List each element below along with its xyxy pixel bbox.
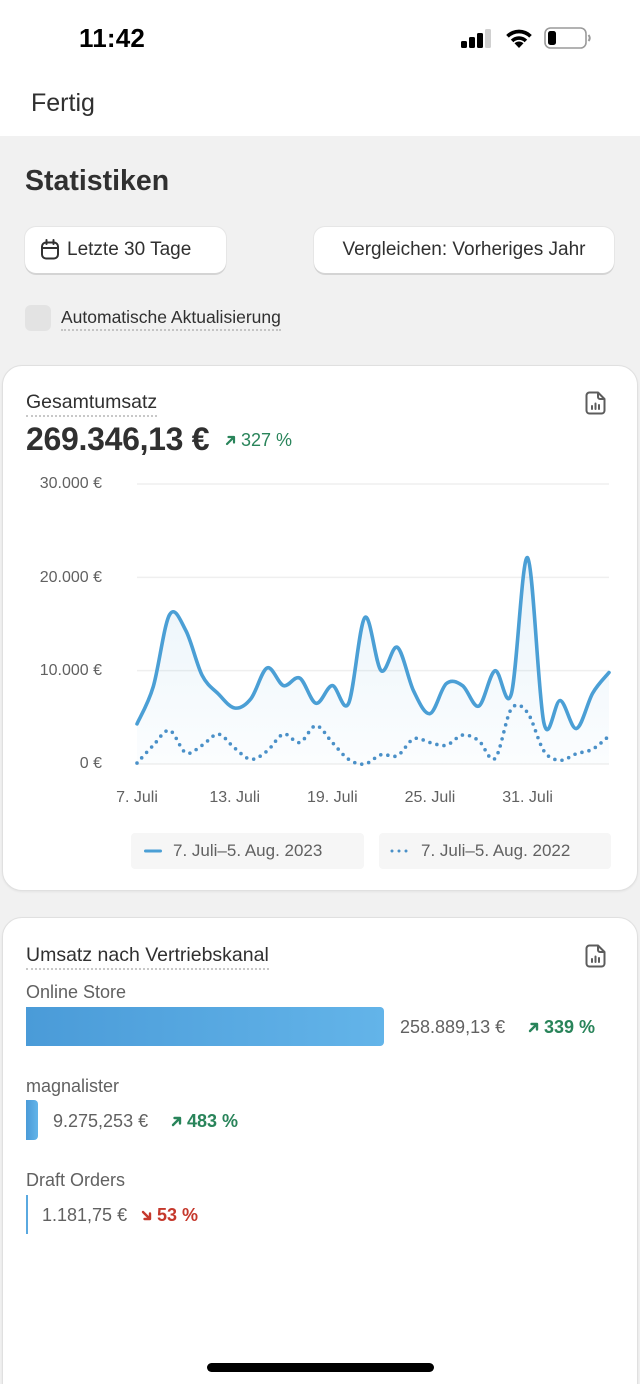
- legend-item-2022[interactable]: 7. Juli–5. Aug. 2022: [379, 833, 611, 869]
- report-icon[interactable]: [585, 944, 607, 968]
- channel-change: 53 %: [141, 1204, 198, 1226]
- x-tick-label: 25. Juli: [404, 789, 456, 806]
- compare-button[interactable]: Vergleichen: Vorheriges Jahr: [314, 227, 614, 273]
- solid-line-legend-icon: [144, 849, 162, 853]
- legend-label: 7. Juli–5. Aug. 2023: [173, 841, 323, 860]
- page-title: Statistiken: [25, 165, 170, 197]
- y-tick-label: 20.000 €: [39, 569, 102, 586]
- x-tick-label: 19. Juli: [306, 789, 358, 806]
- auto-refresh-checkbox[interactable]: [25, 305, 51, 331]
- auto-refresh-label[interactable]: Automatische Aktualisierung: [61, 306, 281, 331]
- total-sales-change-value: 327 %: [241, 430, 293, 450]
- done-button[interactable]: Fertig: [31, 89, 95, 117]
- channel-value: 9.275,253 €: [53, 1111, 149, 1131]
- channel-change: 483 %: [171, 1110, 238, 1132]
- x-tick-label: 31. Juli: [502, 789, 553, 806]
- date-range-label: Letzte 30 Tage: [67, 239, 192, 260]
- channel-value: 258.889,13 €: [400, 1017, 506, 1037]
- sales-line-chart[interactable]: [135, 483, 611, 766]
- total-sales-card: Gesamtumsatz 269.346,13 € 327 % 30.000 €…: [2, 365, 638, 891]
- series-line-2023: [135, 555, 611, 732]
- channel-name: Draft Orders: [26, 1170, 126, 1190]
- channel-value: 1.181,75 €: [42, 1205, 128, 1225]
- date-range-button[interactable]: Letzte 30 Tage: [25, 227, 226, 273]
- arrow-up-right-icon: [528, 1022, 539, 1032]
- channel-name: magnalister: [26, 1076, 120, 1096]
- compare-label: Vergleichen: Vorheriges Jahr: [342, 239, 586, 260]
- channel-bar-online-store: [26, 1007, 384, 1046]
- battery-icon: [544, 27, 591, 49]
- total-sales-value: 269.346,13 €: [26, 421, 210, 457]
- arrow-down-right-icon: [141, 1210, 152, 1220]
- channel-change-value: 483 %: [187, 1111, 239, 1131]
- y-tick-label: 0 €: [79, 755, 102, 772]
- calendar-icon: [41, 239, 59, 260]
- total-sales-change: 327 %: [225, 429, 292, 451]
- sales-by-channel-card: Umsatz nach Vertriebskanal Online Store …: [2, 917, 638, 1384]
- y-tick-label: 30.000 €: [39, 475, 102, 492]
- dotted-line-legend-icon: [390, 849, 410, 853]
- channel-change-value: 53 %: [157, 1205, 199, 1225]
- home-indicator[interactable]: [207, 1363, 434, 1372]
- arrow-up-right-icon: [225, 435, 236, 445]
- legend-label: 7. Juli–5. Aug. 2022: [421, 841, 571, 860]
- channel-name: Online Store: [26, 982, 127, 1002]
- channel-bar-magnalister: [26, 1100, 38, 1140]
- arrow-up-right-icon: [171, 1116, 182, 1126]
- x-tick-label: 13. Juli: [209, 789, 261, 806]
- x-tick-label: 7. Juli: [116, 789, 158, 806]
- top-bar: 11:42 Fertig: [0, 0, 640, 136]
- legend-item-2023[interactable]: 7. Juli–5. Aug. 2023: [131, 833, 364, 869]
- report-icon[interactable]: [585, 391, 607, 415]
- channel-change: 339 %: [528, 1016, 595, 1038]
- channel-change-value: 339 %: [544, 1017, 596, 1037]
- total-sales-title[interactable]: Gesamtumsatz: [26, 390, 158, 417]
- series-area-2023: [137, 557, 609, 764]
- channel-bar-draft-orders: [26, 1195, 28, 1234]
- sales-by-channel-title[interactable]: Umsatz nach Vertriebskanal: [26, 943, 269, 970]
- wifi-icon: [506, 29, 532, 48]
- signal-icon: [461, 29, 491, 48]
- status-time: 11:42: [79, 23, 146, 53]
- y-tick-label: 10.000 €: [39, 662, 102, 679]
